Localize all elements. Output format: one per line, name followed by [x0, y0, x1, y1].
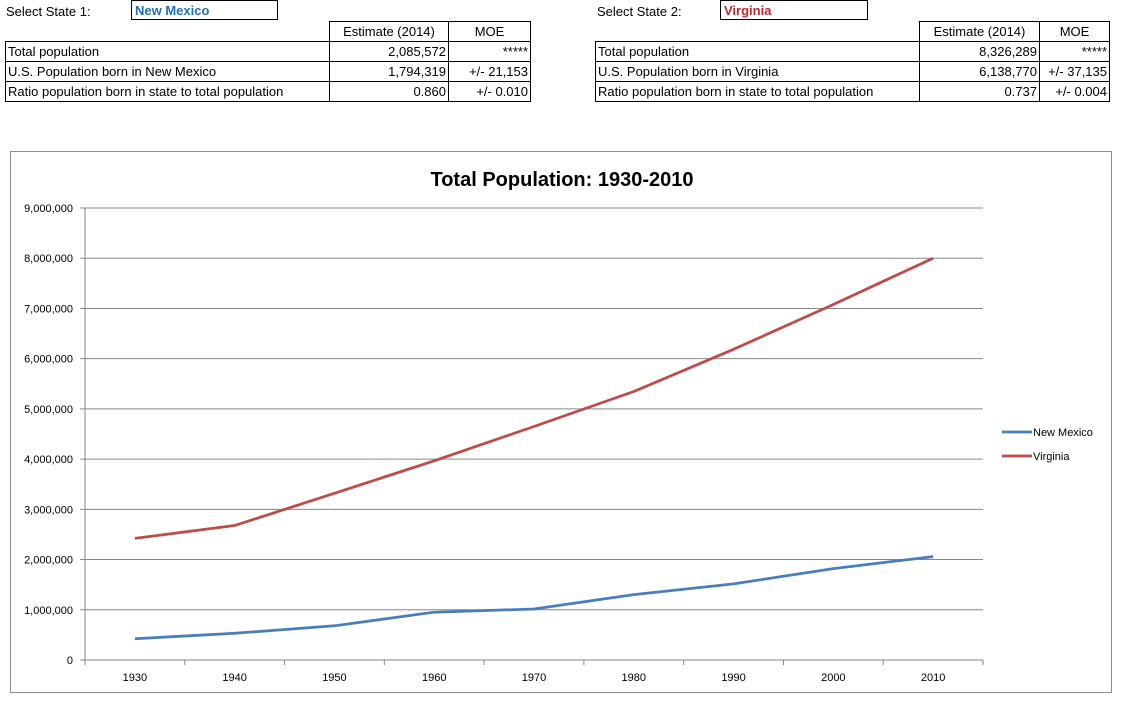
- legend-label: New Mexico: [1033, 427, 1093, 439]
- moe-cell: *****: [1039, 41, 1110, 62]
- series-line-new-mexico: [134, 555, 934, 641]
- x-tick-label: 1940: [222, 672, 246, 684]
- estimate-cell: 8,326,289: [919, 41, 1040, 62]
- x-tick-label: 2000: [821, 672, 845, 684]
- table-header-row: Estimate (2014) MOE: [596, 21, 1110, 42]
- estimate-header: Estimate (2014): [329, 21, 449, 42]
- table-header-blank: [6, 22, 330, 42]
- y-tick-label: 1,000,000: [24, 605, 73, 617]
- state-2-dropdown[interactable]: Virginia: [720, 0, 868, 20]
- y-tick-label: 7,000,000: [24, 303, 73, 315]
- estimate-cell: 1,794,319: [329, 61, 449, 82]
- moe-cell: +/- 0.004: [1039, 81, 1110, 102]
- row-label: Ratio population born in state to total …: [595, 81, 920, 102]
- moe-header: MOE: [1039, 21, 1110, 42]
- row-label: U.S. Population born in New Mexico: [5, 61, 330, 82]
- x-tick-label: 1930: [123, 672, 147, 684]
- table-row: Ratio population born in state to total …: [595, 81, 1110, 102]
- row-label: U.S. Population born in Virginia: [595, 61, 920, 82]
- table-row: U.S. Population born in Virginia 6,138,7…: [595, 61, 1110, 82]
- series-line-virginia: [134, 256, 934, 540]
- estimate-cell: 0.737: [919, 81, 1040, 102]
- x-tick-label: 1960: [422, 672, 446, 684]
- state-1-stats-table: Estimate (2014) MOE Total population 2,0…: [5, 21, 531, 102]
- table-row: Total population 8,326,289 *****: [595, 41, 1110, 62]
- table-header-blank: [596, 22, 920, 42]
- table-row: Total population 2,085,572 *****: [5, 41, 531, 62]
- moe-cell: *****: [448, 41, 531, 62]
- estimate-cell: 6,138,770: [919, 61, 1040, 82]
- select-state-1-label: Select State 1:: [6, 4, 91, 19]
- y-tick-label: 9,000,000: [24, 203, 73, 215]
- x-tick-label: 1970: [522, 672, 546, 684]
- y-tick-label: 2,000,000: [24, 555, 73, 567]
- moe-cell: +/- 0.010: [448, 81, 531, 102]
- row-label: Total population: [595, 41, 920, 62]
- table-row: U.S. Population born in New Mexico 1,794…: [5, 61, 531, 82]
- y-tick-label: 6,000,000: [24, 354, 73, 366]
- legend-label: Virginia: [1033, 451, 1070, 463]
- x-tick-label: 1980: [622, 672, 646, 684]
- x-tick-label: 1990: [721, 672, 745, 684]
- table-header-row: Estimate (2014) MOE: [6, 21, 531, 42]
- y-tick-label: 8,000,000: [24, 253, 73, 265]
- chart-container[interactable]: Total Population: 1930-2010 0 1,000,000 2,…: [10, 151, 1112, 693]
- state-2-stats-table: Estimate (2014) MOE Total population 8,3…: [595, 21, 1110, 102]
- moe-header: MOE: [448, 21, 531, 42]
- chart-title: Total Population: 1930-2010: [430, 169, 693, 191]
- x-tick-label: 1950: [322, 672, 346, 684]
- moe-cell: +/- 21,153: [448, 61, 531, 82]
- table-row: Ratio population born in state to total …: [5, 81, 531, 102]
- moe-cell: +/- 37,135: [1039, 61, 1110, 82]
- row-label: Total population: [5, 41, 330, 62]
- y-tick-label: 0: [67, 655, 73, 667]
- select-state-2-label: Select State 2:: [597, 4, 682, 19]
- row-label: Ratio population born in state to total …: [5, 81, 330, 102]
- y-tick-label: 4,000,000: [24, 454, 73, 466]
- estimate-cell: 2,085,572: [329, 41, 449, 62]
- estimate-cell: 0.860: [329, 81, 449, 102]
- x-tick-label: 2010: [921, 672, 945, 684]
- population-line-chart: Total Population: 1930-2010 0 1,000,000 2,…: [24, 169, 1093, 684]
- estimate-header: Estimate (2014): [919, 21, 1040, 42]
- y-tick-label: 5,000,000: [24, 404, 73, 416]
- state-1-dropdown[interactable]: New Mexico: [131, 0, 278, 20]
- y-tick-label: 3,000,000: [24, 504, 73, 516]
